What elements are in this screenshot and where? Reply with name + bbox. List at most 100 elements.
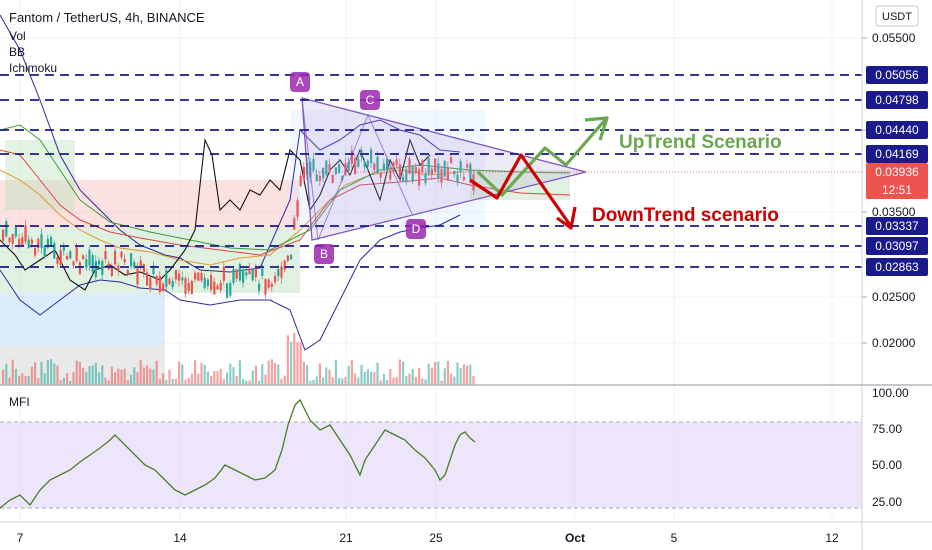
candle-body: [24, 225, 27, 242]
candle-body: [411, 166, 414, 182]
volume-bar: [98, 372, 101, 385]
volume-bar: [283, 375, 286, 385]
candle-body: [187, 282, 190, 291]
candle-body: [232, 268, 235, 283]
candle-body: [382, 163, 385, 171]
indicator-bb[interactable]: BB: [9, 45, 25, 59]
candle-body: [142, 264, 145, 273]
candle-body: [27, 239, 30, 249]
point-d-badge[interactable]: D: [406, 219, 426, 239]
candle-body: [194, 272, 197, 280]
point-d-label: D: [412, 222, 421, 236]
mfi-tick: 25.00: [872, 495, 902, 509]
volume-bar: [235, 375, 238, 385]
indicator-vol[interactable]: Vol: [9, 29, 26, 43]
downtrend-arrow-head: [556, 206, 577, 230]
volume-bar: [171, 378, 174, 385]
volume-bar: [46, 359, 49, 385]
candle-body: [62, 247, 65, 251]
candle-body: [136, 268, 139, 285]
volume-bar: [299, 342, 302, 385]
candle-body: [181, 277, 184, 281]
volume-bar: [242, 378, 245, 385]
volume-bar: [37, 378, 40, 385]
candle-body: [318, 176, 321, 181]
volume-bar: [21, 373, 24, 385]
indicator-lines: [0, 14, 571, 351]
volume-bar: [165, 379, 168, 385]
volume-bar: [14, 368, 17, 385]
candle-body: [296, 200, 299, 217]
candle-body: [277, 269, 280, 277]
candle-body: [146, 272, 149, 286]
time-tick: 14: [173, 531, 187, 545]
volume-bar: [155, 360, 158, 385]
point-b-badge[interactable]: B: [314, 244, 334, 264]
candle-body: [56, 256, 59, 264]
volume-bar: [43, 373, 46, 385]
candle-body: [155, 275, 158, 285]
volume-bar: [318, 363, 321, 385]
price-ticks: 0.05500 0.03500 0.02500 0.02000: [862, 31, 916, 350]
candle-body: [408, 158, 411, 174]
volume-bar: [85, 371, 88, 385]
volume-bar: [34, 362, 37, 385]
volume-bar: [366, 369, 369, 385]
candle-body: [94, 261, 97, 277]
volume-bar: [226, 372, 229, 385]
volume-bar: [178, 361, 181, 385]
candle-body: [344, 163, 347, 176]
candle-body: [270, 283, 273, 287]
candle-body: [274, 276, 277, 283]
candle-body: [421, 160, 424, 172]
volume-bar: [72, 371, 75, 385]
candle-body: [14, 227, 17, 237]
candle-body: [222, 266, 225, 281]
volume-bar: [8, 377, 11, 385]
volume-bar: [357, 377, 360, 385]
volume-bar: [245, 380, 248, 385]
volume-bar: [40, 362, 43, 385]
indicator-ichimoku[interactable]: Ichimoku: [9, 61, 57, 75]
candle-body: [110, 265, 113, 277]
volume-bar: [69, 380, 72, 385]
candle-body: [462, 176, 465, 181]
volume-bar: [350, 359, 353, 385]
candle-body: [85, 259, 88, 268]
candle-body: [117, 265, 120, 271]
mfi-tick: 50.00: [872, 458, 902, 472]
currency-button[interactable]: USDT: [875, 5, 919, 27]
volume-bar: [11, 359, 14, 385]
shaded-box-blue: [0, 293, 165, 345]
volume-bar: [309, 380, 312, 385]
point-a-label: A: [296, 75, 304, 89]
candle-body: [302, 166, 305, 180]
volume-bar: [181, 364, 184, 385]
volume-bar: [446, 361, 449, 385]
volume-bar: [405, 376, 408, 385]
volume-bar: [168, 369, 171, 385]
volume-bar: [104, 377, 107, 385]
time-ticks: 7 14 21 25 Oct 5 12: [17, 531, 839, 545]
candle-body: [98, 260, 101, 265]
volume-bar: [424, 379, 427, 385]
volume-bar: [123, 368, 126, 385]
candle-body: [424, 173, 427, 184]
candle-body: [373, 163, 376, 170]
candle-body: [123, 258, 126, 263]
point-c-badge[interactable]: C: [360, 90, 380, 110]
volume-bar: [328, 369, 331, 385]
point-a-badge[interactable]: A: [290, 72, 310, 92]
mfi-label[interactable]: MFI: [9, 395, 30, 409]
candle-body: [206, 279, 209, 287]
candle-body: [357, 158, 360, 167]
candle-body: [8, 237, 11, 242]
volume-bar: [302, 361, 305, 385]
candle-body: [283, 260, 286, 270]
level-label: 0.03097: [875, 239, 919, 253]
volume-bar: [453, 376, 456, 385]
candle-body: [328, 164, 331, 172]
volume-bar: [75, 360, 78, 385]
candle-body: [139, 260, 142, 267]
